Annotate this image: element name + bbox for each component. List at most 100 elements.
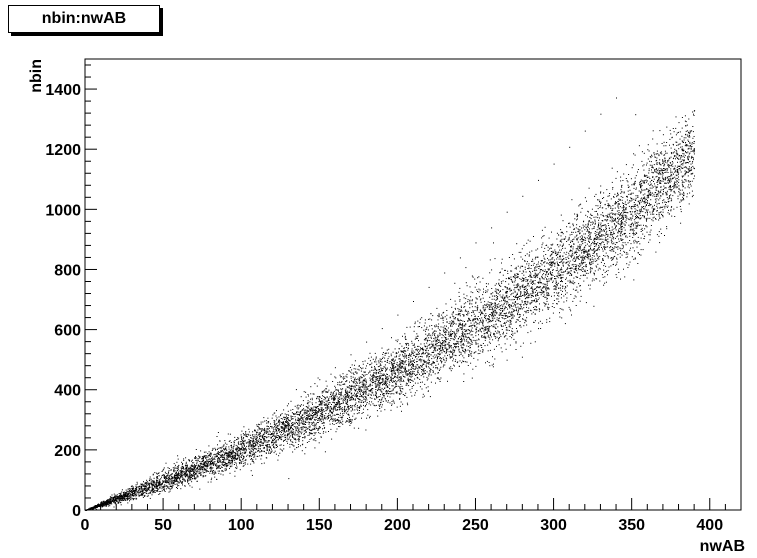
scatter-point xyxy=(379,379,380,380)
scatter-point xyxy=(665,162,666,163)
scatter-point xyxy=(541,289,542,290)
scatter-point xyxy=(588,223,589,224)
scatter-point xyxy=(465,334,466,335)
scatter-point xyxy=(537,293,538,294)
scatter-point xyxy=(287,438,288,439)
scatter-point xyxy=(527,253,528,254)
scatter-point xyxy=(579,255,580,256)
scatter-point xyxy=(544,294,545,295)
scatter-point xyxy=(547,285,548,286)
scatter-point xyxy=(379,371,380,372)
scatter-point xyxy=(415,392,416,393)
scatter-point xyxy=(575,261,576,262)
scatter-point xyxy=(211,461,212,462)
scatter-point xyxy=(363,405,364,406)
scatter-point xyxy=(568,261,569,262)
scatter-point xyxy=(535,273,536,274)
scatter-point xyxy=(245,449,246,450)
scatter-point xyxy=(474,323,475,324)
scatter-point xyxy=(611,242,612,243)
scatter-point xyxy=(403,376,404,377)
scatter-point xyxy=(592,224,593,225)
scatter-point xyxy=(446,353,447,354)
scatter-point xyxy=(320,409,321,410)
scatter-point xyxy=(396,377,397,378)
scatter-point xyxy=(570,256,571,257)
scatter-point xyxy=(379,387,380,388)
scatter-point xyxy=(343,379,344,380)
scatter-point xyxy=(204,472,205,473)
scatter-point xyxy=(166,488,167,489)
scatter-point xyxy=(258,424,259,425)
scatter-point xyxy=(394,387,395,388)
scatter-point xyxy=(472,369,473,370)
scatter-point xyxy=(687,162,688,163)
scatter-point xyxy=(391,391,392,392)
scatter-point xyxy=(434,354,435,355)
scatter-point xyxy=(291,430,292,431)
scatter-point xyxy=(495,306,496,307)
scatter-point xyxy=(644,208,645,209)
scatter-point xyxy=(223,448,224,449)
scatter-point xyxy=(372,382,373,383)
scatter-point xyxy=(362,374,363,375)
scatter-point xyxy=(606,208,607,209)
scatter-point xyxy=(406,358,407,359)
scatter-point xyxy=(576,290,577,291)
scatter-point xyxy=(450,331,451,332)
scatter-point xyxy=(176,475,177,476)
scatter-point xyxy=(428,345,429,346)
scatter-point xyxy=(414,360,415,361)
scatter-point xyxy=(349,388,350,389)
scatter-point xyxy=(175,473,176,474)
scatter-point xyxy=(527,310,528,311)
scatter-point xyxy=(601,214,602,215)
scatter-point xyxy=(467,301,468,302)
scatter-point xyxy=(148,495,149,496)
scatter-point xyxy=(400,359,401,360)
scatter-point xyxy=(517,277,518,278)
scatter-point xyxy=(558,271,559,272)
scatter-point xyxy=(630,262,631,263)
scatter-point xyxy=(671,181,672,182)
scatter-point xyxy=(507,360,508,361)
scatter-point xyxy=(211,482,212,483)
scatter-point xyxy=(482,337,483,338)
scatter-point xyxy=(391,355,392,356)
scatter-point xyxy=(383,357,384,358)
scatter-point xyxy=(307,408,308,409)
scatter-point xyxy=(682,159,683,160)
scatter-point xyxy=(691,156,692,157)
scatter-point xyxy=(486,315,487,316)
scatter-point xyxy=(221,470,222,471)
scatter-point xyxy=(600,269,601,270)
scatter-point xyxy=(455,361,456,362)
scatter-point xyxy=(177,485,178,486)
scatter-point xyxy=(414,374,415,375)
scatter-point xyxy=(186,463,187,464)
scatter-point xyxy=(305,413,306,414)
scatter-point xyxy=(276,423,277,424)
scatter-point xyxy=(246,436,247,437)
scatter-point xyxy=(169,468,170,469)
scatter-point xyxy=(360,396,361,397)
scatter-point xyxy=(594,274,595,275)
scatter-point xyxy=(140,491,141,492)
scatter-point xyxy=(492,356,493,357)
scatter-point xyxy=(478,276,479,277)
scatter-point xyxy=(359,370,360,371)
scatter-point xyxy=(347,374,348,375)
scatter-point xyxy=(366,374,367,375)
scatter-point xyxy=(678,174,679,175)
scatter-point xyxy=(648,184,649,185)
scatter-point xyxy=(439,351,440,352)
scatter-point xyxy=(429,374,430,375)
scatter-point xyxy=(454,323,455,324)
scatter-point xyxy=(530,274,531,275)
scatter-point xyxy=(649,212,650,213)
scatter-point xyxy=(360,405,361,406)
scatter-point xyxy=(373,380,374,381)
scatter-point xyxy=(525,267,526,268)
scatter-point xyxy=(565,283,566,284)
scatter-point xyxy=(491,288,492,289)
